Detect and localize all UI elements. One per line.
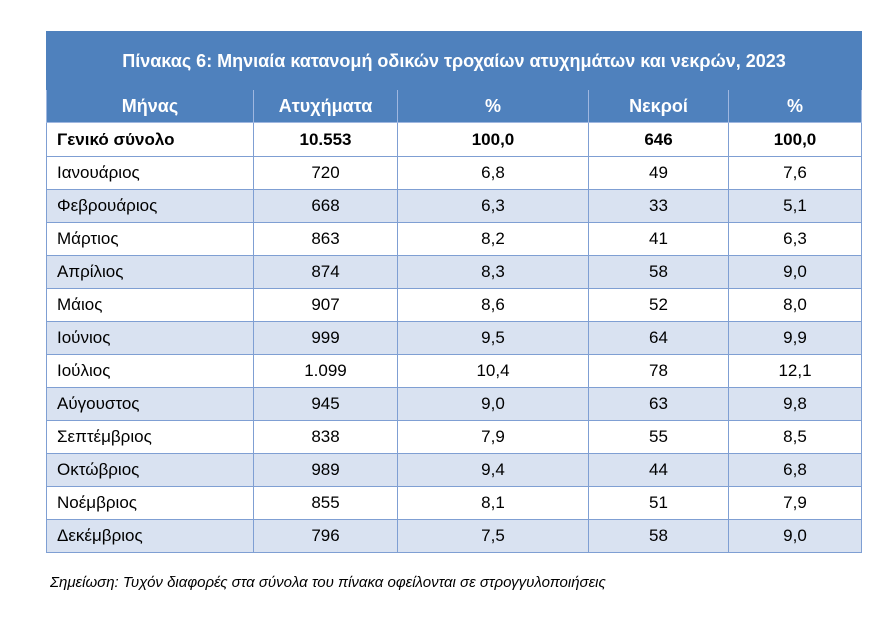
month-cell: Δεκέμβριος [46,519,254,553]
value-cell: 8,5 [728,420,862,454]
table-row: Αύγουστος 945 9,0 63 9,8 [46,387,862,421]
value-cell: 8,0 [728,288,862,322]
value-cell: 9,5 [397,321,589,355]
value-cell: 51 [588,486,729,520]
value-cell: 6,8 [728,453,862,487]
value-cell: 58 [588,255,729,289]
value-cell: 907 [253,288,398,322]
value-cell: 8,2 [397,222,589,256]
value-cell: 7,5 [397,519,589,553]
value-cell: 58 [588,519,729,553]
value-cell: 9,0 [728,519,862,553]
total-label: Γενικό σύνολο [46,122,254,157]
table-row: Μάρτιος 863 8,2 41 6,3 [46,222,862,256]
table-row: Φεβρουάριος 668 6,3 33 5,1 [46,189,862,223]
value-cell: 874 [253,255,398,289]
value-cell: 8,1 [397,486,589,520]
header-cell: % [728,89,862,123]
table-row: Απρίλιος 874 8,3 58 9,0 [46,255,862,289]
month-cell: Οκτώβριος [46,453,254,487]
value-cell: 8,3 [397,255,589,289]
value-cell: 7,9 [397,420,589,454]
value-cell: 64 [588,321,729,355]
month-cell: Αύγουστος [46,387,254,421]
value-cell: 1.099 [253,354,398,388]
month-cell: Νοέμβριος [46,486,254,520]
value-cell: 989 [253,453,398,487]
table-row: Ιούλιος 1.099 10,4 78 12,1 [46,354,862,388]
total-row: Γενικό σύνολο 10.553 100,0 646 100,0 [46,122,862,157]
value-cell: 33 [588,189,729,223]
header-cell: Ατυχήματα [253,89,398,123]
table-row: Δεκέμβριος 796 7,5 58 9,0 [46,519,862,553]
total-cell: 646 [588,122,729,157]
value-cell: 55 [588,420,729,454]
value-cell: 7,9 [728,486,862,520]
table-row: Οκτώβριος 989 9,4 44 6,8 [46,453,862,487]
value-cell: 9,0 [397,387,589,421]
value-cell: 855 [253,486,398,520]
value-cell: 10,4 [397,354,589,388]
month-cell: Μάιος [46,288,254,322]
header-cell: Μήνας [46,89,254,123]
value-cell: 44 [588,453,729,487]
header-row: Μήνας Ατυχήματα % Νεκροί % [46,89,862,123]
table-row: Μάιος 907 8,6 52 8,0 [46,288,862,322]
table-note: Σημείωση: Τυχόν διαφορές στα σύνολα του … [50,574,606,591]
month-cell: Ιούνιος [46,321,254,355]
total-cell: 100,0 [397,122,589,157]
header-cell: % [397,89,589,123]
month-cell: Σεπτέμβριος [46,420,254,454]
value-cell: 8,6 [397,288,589,322]
value-cell: 668 [253,189,398,223]
table-row: Σεπτέμβριος 838 7,9 55 8,5 [46,420,862,454]
table-row: Ιανουάριος 720 6,8 49 7,6 [46,156,862,190]
value-cell: 6,3 [728,222,862,256]
value-cell: 5,1 [728,189,862,223]
total-cell: 100,0 [728,122,862,157]
value-cell: 945 [253,387,398,421]
month-cell: Ιανουάριος [46,156,254,190]
value-cell: 9,0 [728,255,862,289]
value-cell: 7,6 [728,156,862,190]
month-cell: Φεβρουάριος [46,189,254,223]
table-row: Ιούνιος 999 9,5 64 9,9 [46,321,862,355]
month-cell: Ιούλιος [46,354,254,388]
header-cell: Νεκροί [588,89,729,123]
value-cell: 52 [588,288,729,322]
value-cell: 999 [253,321,398,355]
table-row: Νοέμβριος 855 8,1 51 7,9 [46,486,862,520]
value-cell: 78 [588,354,729,388]
total-cell: 10.553 [253,122,398,157]
accidents-table: Πίνακας 6: Μηνιαία κατανομή οδικών τροχα… [46,31,862,553]
value-cell: 838 [253,420,398,454]
value-cell: 6,8 [397,156,589,190]
value-cell: 49 [588,156,729,190]
value-cell: 720 [253,156,398,190]
value-cell: 9,8 [728,387,862,421]
table-title: Πίνακας 6: Μηνιαία κατανομή οδικών τροχα… [46,31,862,90]
value-cell: 9,4 [397,453,589,487]
month-cell: Απρίλιος [46,255,254,289]
table-container: Πίνακας 6: Μηνιαία κατανομή οδικών τροχα… [46,31,862,553]
value-cell: 6,3 [397,189,589,223]
value-cell: 863 [253,222,398,256]
value-cell: 63 [588,387,729,421]
value-cell: 796 [253,519,398,553]
month-cell: Μάρτιος [46,222,254,256]
value-cell: 9,9 [728,321,862,355]
value-cell: 12,1 [728,354,862,388]
value-cell: 41 [588,222,729,256]
